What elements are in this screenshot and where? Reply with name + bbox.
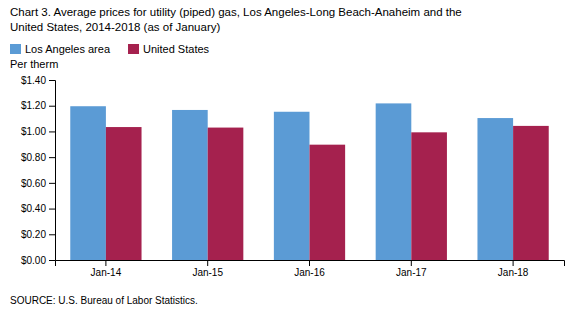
x-axis: Jan-14 Jan-15 Jan-16 Jan-17 Jan-18 xyxy=(56,260,565,278)
legend: Los Angeles area United States xyxy=(10,43,210,55)
tick: $1.20 xyxy=(21,100,55,111)
subtitle: United States, 2014-2018 (as of January) xyxy=(10,21,220,33)
title: Chart 3. Average prices for utility (pip… xyxy=(10,6,462,18)
chart: Chart 3. Average prices for utility (pip… xyxy=(0,0,579,310)
series xyxy=(70,103,513,260)
tick-label: Jan-15 xyxy=(192,267,223,278)
tick-mark xyxy=(513,260,514,266)
tick-label: $0.00 xyxy=(21,255,46,266)
tick: $1.00 xyxy=(21,126,55,137)
tick-label: $0.60 xyxy=(21,178,46,189)
plot: $0.00 $0.20 $0.40 $0.60 $0.80 $1.00 $1.20 $1.40… xyxy=(21,75,565,278)
tick: $0.80 xyxy=(21,152,55,163)
tick-mark xyxy=(49,234,55,235)
bar xyxy=(274,112,310,260)
tick-mark xyxy=(411,260,412,266)
annotation: SOURCE: U.S. Bureau of Labor Statistics. xyxy=(10,295,198,306)
legend-item: Los Angeles area xyxy=(10,43,111,55)
axis-line xyxy=(56,261,565,267)
tick-mark xyxy=(207,260,208,266)
tick-label: $0.20 xyxy=(21,229,46,240)
tick-mark xyxy=(49,260,55,261)
tick-label: Jan-18 xyxy=(498,267,529,278)
tick: Jan-15 xyxy=(192,260,223,278)
tick-label: $1.20 xyxy=(21,100,46,111)
tick-label: Jan-17 xyxy=(396,267,427,278)
tick-mark xyxy=(105,260,106,266)
tick-mark xyxy=(49,183,55,184)
tick-mark xyxy=(49,131,55,132)
tick-mark xyxy=(309,260,310,266)
axis-line xyxy=(49,81,56,261)
tick: $0.20 xyxy=(21,229,55,240)
legend-swatch xyxy=(10,44,21,54)
bar xyxy=(70,106,106,260)
tick: $0.60 xyxy=(21,178,55,189)
tick: Jan-14 xyxy=(91,260,122,278)
tick-label: $0.80 xyxy=(21,152,46,163)
bar xyxy=(208,128,244,260)
tick-mark xyxy=(49,106,55,107)
bars xyxy=(70,103,548,260)
legend-label: Los Angeles area xyxy=(25,43,111,55)
bar xyxy=(477,118,513,260)
tick: $0.40 xyxy=(21,203,55,214)
tick-mark xyxy=(49,209,55,210)
tick-mark xyxy=(49,80,55,81)
bar xyxy=(376,103,412,260)
bar xyxy=(172,110,208,260)
y-axis-title: Per therm xyxy=(10,58,58,70)
bar xyxy=(310,145,346,260)
tick-label: Jan-14 xyxy=(91,267,122,278)
tick: Jan-16 xyxy=(294,260,325,278)
bar xyxy=(411,132,447,260)
legend-item: United States xyxy=(128,43,210,55)
tick-label: $1.40 xyxy=(21,75,46,86)
legend-swatch xyxy=(128,44,139,54)
tick-label: $1.00 xyxy=(21,126,46,137)
tick: $0.00 xyxy=(21,255,55,266)
tick-label: Jan-16 xyxy=(294,267,325,278)
bar xyxy=(513,126,549,260)
tick: Jan-17 xyxy=(396,260,427,278)
series xyxy=(106,126,549,260)
tick: Jan-18 xyxy=(498,260,529,278)
tick: $1.40 xyxy=(21,75,55,86)
bar xyxy=(106,127,142,260)
legend-label: United States xyxy=(143,43,210,55)
tick-label: $0.40 xyxy=(21,203,46,214)
tick-mark xyxy=(49,157,55,158)
y-axis: $0.00 $0.20 $0.40 $0.60 $0.80 $1.00 $1.20 $1.40 xyxy=(21,75,56,266)
